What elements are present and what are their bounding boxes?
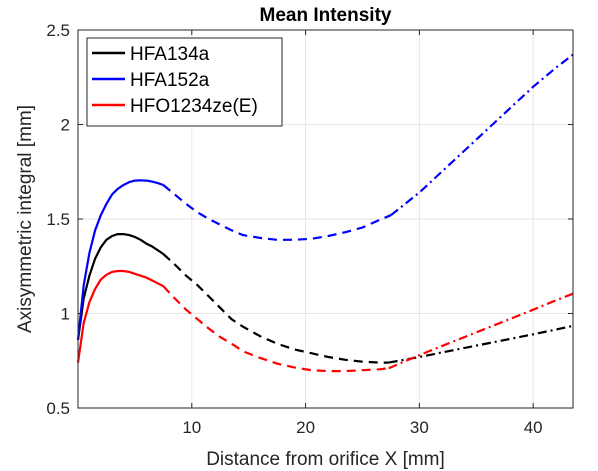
y-tick-label: 2: [61, 116, 70, 135]
series-line-solid: [76, 269, 164, 363]
x-tick-label: 20: [296, 418, 315, 437]
series-line-dashed: [162, 253, 389, 364]
y-tick-label: 1: [61, 305, 70, 324]
x-tick-label: 10: [182, 418, 201, 437]
series-line-dashed: [162, 285, 389, 373]
y-tick-label: 1.5: [46, 210, 70, 229]
legend-label: HFA152a: [130, 70, 210, 91]
series-group: [76, 53, 574, 373]
x-tick-label: 40: [524, 418, 543, 437]
series-line-dashdot: [388, 292, 574, 370]
y-tick-label: 2.5: [46, 21, 70, 40]
chart-title: Mean Intensity: [260, 5, 392, 26]
x-axis-label: Distance from orifice X [mm]: [206, 449, 445, 470]
series-hfa134a: [76, 233, 574, 364]
x-tick-label: 30: [410, 418, 429, 437]
y-tick-label: 0.5: [46, 399, 70, 418]
legend: HFA134a HFA152a HFO1234ze(E): [86, 37, 283, 127]
y-axis-label: Axisymmetric integral [mm]: [15, 105, 36, 333]
series-line-solid: [76, 233, 164, 341]
legend-label: HFA134a: [130, 44, 210, 65]
series-line-dashdot: [388, 324, 574, 364]
series-line-dashed: [162, 184, 392, 241]
series-hfa152a: [76, 53, 574, 341]
series-line-solid: [76, 179, 164, 341]
series-hfo1234ze-e-: [76, 269, 574, 373]
series-line-dashdot: [390, 53, 574, 217]
ticks: 10 20 30 40 0.5 1 1.5 2 2.5: [46, 21, 573, 437]
legend-label: HFO1234ze(E): [130, 96, 258, 117]
